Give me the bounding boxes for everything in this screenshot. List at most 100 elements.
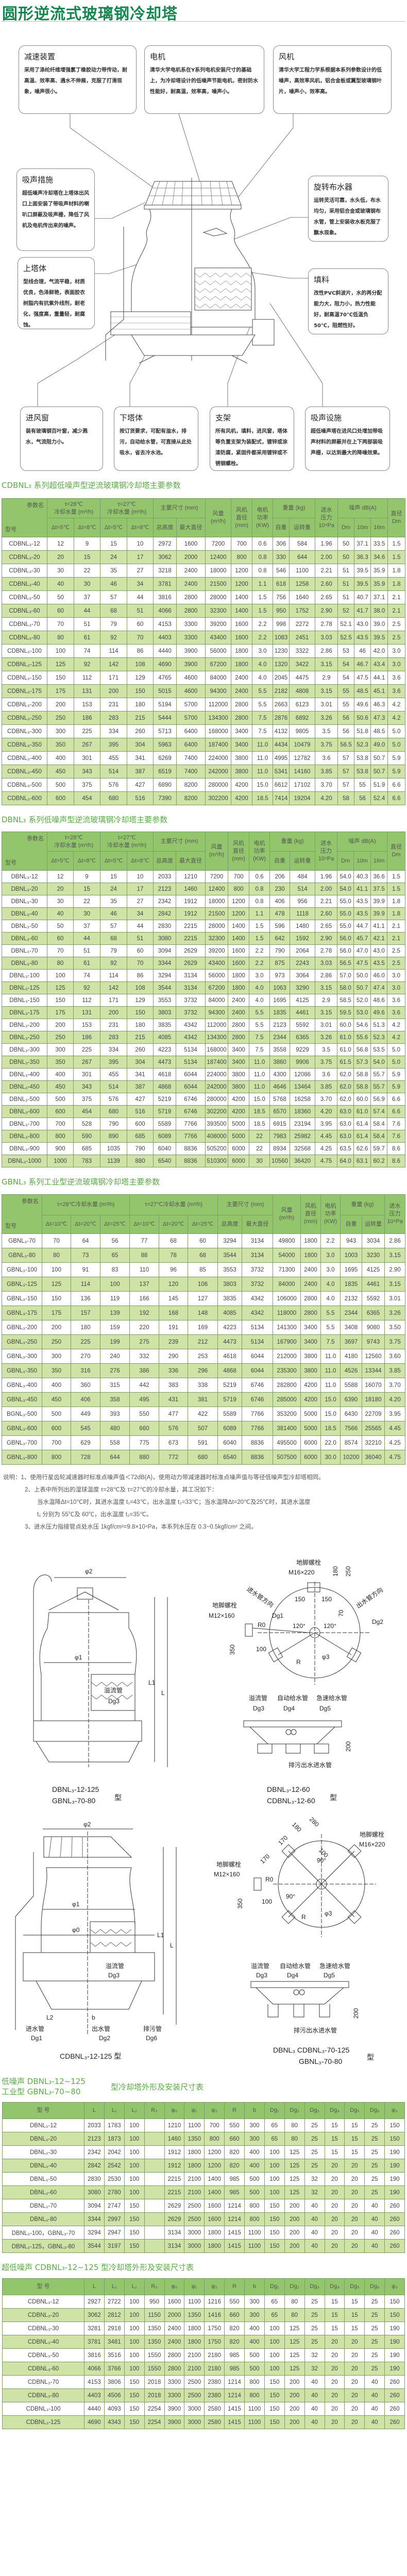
table-cell: 660 (224, 2308, 245, 2322)
table-cell: 40.3 (353, 870, 371, 883)
table-cell: 44 (73, 932, 101, 945)
header-t28: τ=28℃ 冷却水量 (m³/h) (46, 498, 101, 518)
table-cell: 20 (344, 2402, 365, 2416)
table-cell: 2.86 (315, 969, 338, 982)
table-cell: 58.4 (370, 1117, 388, 1130)
table-cell: 2580 (204, 2402, 225, 2416)
table-cell: 4085 (217, 1306, 243, 1320)
table-cell: 3134 (164, 2239, 185, 2253)
table-row: CDBNL₃-60 4066 3766 100 1550 2800 2100 2180 985 5… (2, 2362, 405, 2376)
model-cell: DBNL₃-600 (2, 1105, 47, 1118)
table-cell: 7.5 (249, 1043, 270, 1056)
table-cell: 5.0 (387, 1043, 406, 1056)
table-cell: 4093 (104, 2402, 125, 2416)
model-cell: CDBNL₃-30 (2, 564, 47, 578)
table-cell: 358 (99, 1392, 130, 1407)
table-cell: 235300 (273, 1363, 301, 1378)
table-cell: 360 (71, 1378, 100, 1393)
caption-drawing-1-right: DBNL₃-12-60 CDBNL₃-12-60 (267, 1784, 315, 1806)
table-cell: 25 (364, 2185, 385, 2199)
table-cell: 3134 (176, 981, 206, 994)
table-cell: 2.60 (315, 577, 338, 591)
table-cell: 51 (337, 577, 355, 591)
table-cell: 1.8 (387, 577, 406, 591)
table-cell: 145 (159, 1291, 189, 1306)
column-header: Dg₅ (344, 2102, 365, 2119)
table-cell: 300 (47, 724, 74, 738)
table-row: DBNL₃-60 3080 2780 100 2215 2100 1400 985 500 100… (2, 2185, 405, 2199)
table-cell: 700 (42, 1435, 71, 1450)
table-cell: 80 (284, 2119, 305, 2132)
table-cell (144, 2119, 165, 2132)
table-cell: 1.96 (315, 537, 338, 551)
table-cell: 51.3 (370, 1019, 388, 1031)
base-side-drawing (243, 1720, 342, 1754)
table-cell: 660 (224, 2132, 245, 2146)
table-cell: 37 (73, 590, 101, 604)
column-header: φ₁ (184, 2278, 205, 2295)
table-cell: 18.5 (252, 791, 274, 805)
table-cell: 8836 (242, 1435, 274, 1450)
table-cell: 2542 (104, 2159, 125, 2173)
note-1: 说明：1、使用行星齿轮减速器时标准点噪声值＜72dB(A)，使用动力带减速器时标… (3, 1475, 325, 1481)
table-cell: 44 (127, 920, 154, 933)
table-cell: 68 (159, 1233, 189, 1248)
table-cell: 4618 (153, 1068, 177, 1081)
header-t27: τ=27℃冷却水量 (m³/h) (129, 1194, 218, 1215)
table-cell: 1350 (144, 2321, 165, 2335)
column-header: Dg₁ (264, 2278, 285, 2295)
table-cell: 20 (344, 2362, 365, 2376)
table-cell: 2215 (164, 2185, 185, 2199)
table-cell: 150 (47, 994, 74, 1007)
table-cell: 37 (73, 920, 101, 933)
table-cell: 239 (159, 1334, 189, 1349)
table-cell: 500 (47, 1093, 74, 1106)
section-title-cdbnl-dims: 超低噪声 CDBNL₃-12~125 型冷却塔外形及安装尺寸表 (2, 2263, 194, 2272)
table-cell: 225 (73, 724, 101, 738)
column-header: R₀ (144, 2102, 165, 2119)
table-cell: 1.5 (252, 604, 274, 618)
table-cell: 5000 (228, 1117, 250, 1130)
table-cell: 8200 (176, 791, 206, 805)
table-row: CDBNL₃-70 4153 3806 150 2018 3300 2500 2380 1214… (2, 2375, 405, 2389)
column-header: φ₁ (184, 2102, 205, 2119)
table-cell: 306 (273, 537, 290, 551)
callout-title: 旋转布水器 (314, 182, 353, 192)
table-cell: 11.0 (249, 1068, 270, 1081)
table-cell: 400 (244, 2145, 265, 2159)
table-cell: 3.01 (315, 1019, 338, 1031)
table-cell: 3000 (184, 2239, 205, 2253)
table-cell: 21500 (205, 577, 232, 591)
table-row: DBNL₃-60 60 44 68 51 3080 2215 32300 1400 1.5 642 1… (2, 932, 406, 945)
table-cell: 478 (269, 907, 291, 920)
model-cell: CDBNL₃-150 (2, 671, 47, 685)
table-cell: 6.6 (387, 791, 406, 805)
table-cell: 65 (264, 2119, 285, 2132)
header-height: 总高度 (217, 1215, 243, 1234)
table-cell: 3516 (104, 2348, 125, 2362)
table-cell: 23194 (290, 1117, 316, 1130)
table-cell: 2.2 (249, 957, 270, 970)
table-cell: 70 (127, 957, 154, 970)
header-dims: 主要尺寸 (mm) (153, 832, 206, 852)
table-cell: 67200 (205, 657, 232, 671)
callout-inlet-louver: 进风窗 装有玻璃钢百叶窗，减少溅水，气流阻力小。 (20, 406, 103, 471)
model-cell: DBNL₃-700 (2, 1117, 47, 1130)
table-cell: 6040 (217, 1435, 243, 1450)
header-fan: 风机 直径 (mm) (228, 832, 250, 871)
table-cell: 20 (324, 2415, 345, 2429)
section-title-suffix: 型冷却塔外形及安装尺寸表 (111, 2082, 204, 2092)
table-cell: 500 (47, 778, 74, 792)
table-cell: 283 (100, 1031, 128, 1044)
table-cell: 20 (324, 2212, 345, 2226)
table-cell: 1350 (184, 2132, 205, 2146)
table-cell: 1210 (164, 2119, 185, 2132)
header-self-weight: 自重 (269, 851, 291, 871)
table-cell: 2033 (153, 870, 177, 883)
table-cell: 1750 (204, 2321, 225, 2335)
table-cell: 685 (73, 1142, 101, 1155)
model-cell: DBNL₃-20 (2, 883, 47, 895)
table-cell: 0.8 (249, 883, 270, 895)
table-cell: 300 (244, 2119, 265, 2132)
